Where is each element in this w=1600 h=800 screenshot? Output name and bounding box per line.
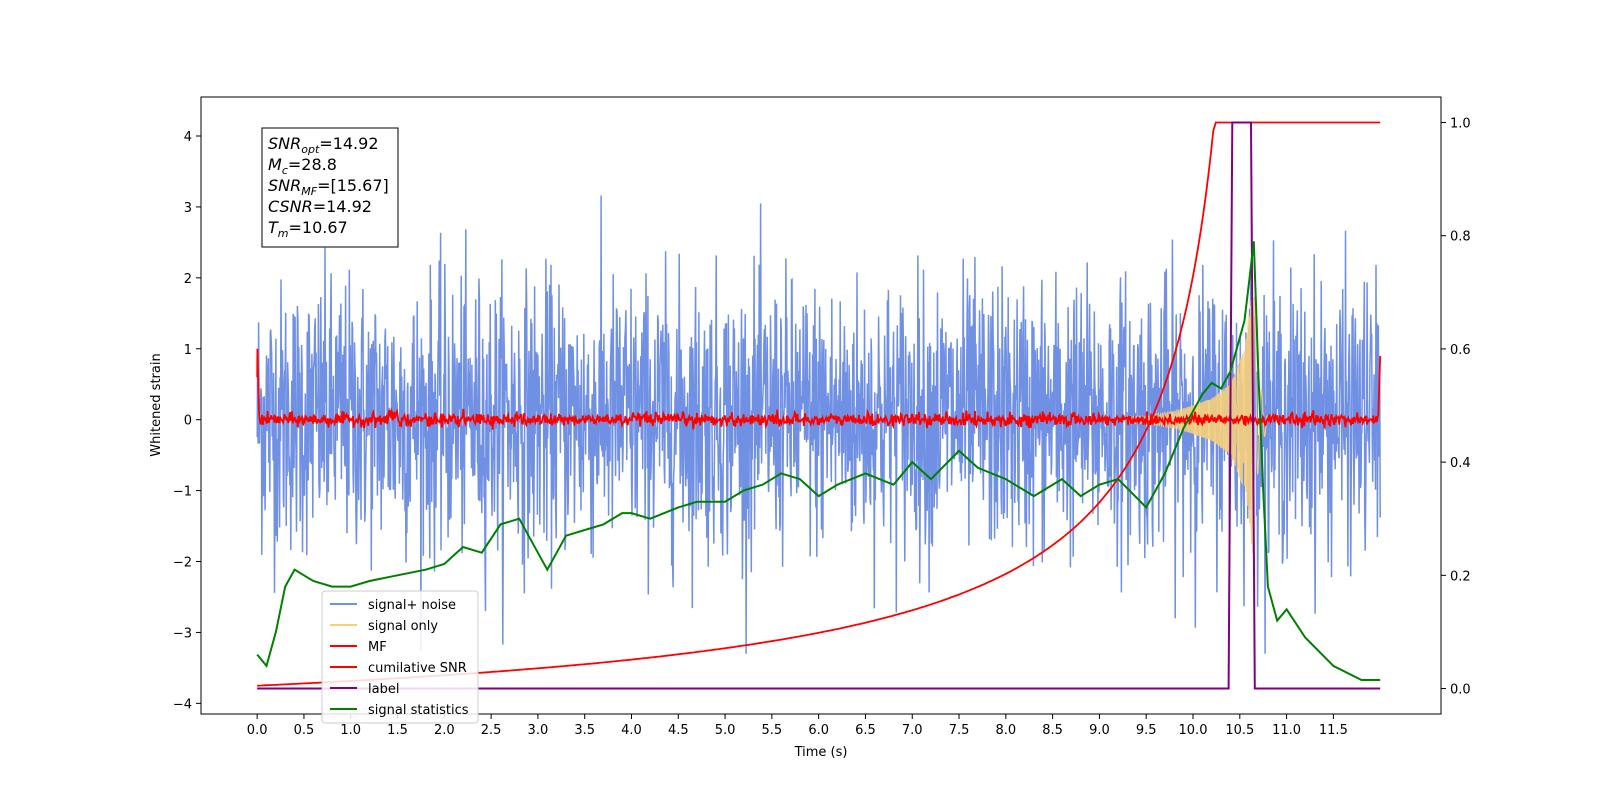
x-tick-label: 5.0 — [715, 723, 736, 738]
x-tick-label: 9.0 — [1089, 723, 1110, 738]
x-tick-label: 0.5 — [294, 723, 315, 738]
y-left-tick-label: 4 — [184, 130, 192, 145]
info-line: SNRopt=14.92 — [268, 134, 379, 156]
x-tick-label: 2.5 — [481, 723, 502, 738]
info-variable: SNR — [268, 134, 301, 153]
series-signal-statistics-line — [256, 241, 1381, 681]
y-left-tick-label: 3 — [184, 201, 192, 216]
x-tick-label: 1.5 — [387, 723, 408, 738]
y-left-tick-label: −2 — [173, 556, 192, 571]
y-axis-left-ticks: −4 −3 −2 −1 0 1 2 3 4 — [173, 130, 201, 712]
info-value: =14.92 — [313, 197, 372, 216]
y-right-tick-label: 0.2 — [1450, 569, 1471, 584]
y-axis-right-ticks: 0.0 0.2 0.4 0.6 0.8 1.0 — [1441, 116, 1471, 698]
y-right-tick-label: 0.8 — [1450, 230, 1471, 245]
legend-frame — [321, 590, 479, 724]
legend-label: label — [368, 682, 399, 697]
info-subscript: c — [282, 164, 288, 177]
info-variable: SNR — [268, 176, 301, 195]
info-subscript: m — [278, 227, 289, 240]
y-left-tick-label: 2 — [184, 272, 192, 287]
y-right-tick-label: 0.4 — [1450, 456, 1471, 471]
y-left-tick-label: −3 — [173, 626, 192, 641]
y-left-tick-label: 0 — [184, 414, 192, 429]
info-value: =[15.67] — [317, 176, 389, 195]
y-right-tick-label: 0.0 — [1450, 683, 1471, 698]
x-tick-label: 0.0 — [247, 723, 268, 738]
x-tick-label: 1.0 — [340, 723, 361, 738]
info-line: CSNR=14.92 — [268, 197, 372, 216]
legend-label: signal+ noise — [368, 598, 456, 613]
x-tick-label: 7.5 — [949, 723, 970, 738]
x-tick-label: 3.0 — [528, 723, 549, 738]
x-tick-label: 4.5 — [668, 723, 689, 738]
y-left-tick-label: 1 — [184, 343, 192, 358]
legend-label: signal statistics — [368, 703, 469, 718]
x-tick-label: 6.5 — [855, 723, 876, 738]
info-value: =28.8 — [288, 155, 337, 174]
info-line: Mc=28.8 — [268, 155, 337, 177]
legend-label: MF — [368, 640, 387, 655]
legend: signal+ noise signal only MF cumilative SNR… — [321, 590, 479, 724]
y-left-tick-label: −1 — [173, 485, 192, 500]
info-value: =14.92 — [319, 134, 378, 153]
x-tick-label: 5.5 — [762, 723, 783, 738]
legend-entries: signal+ noise signal only MF cumilative SNR… — [330, 598, 469, 718]
series-label-line — [257, 121, 1381, 690]
x-tick-label: 8.0 — [995, 723, 1016, 738]
info-box-frame — [261, 127, 399, 248]
x-tick-label: 10.5 — [1225, 723, 1254, 738]
info-variable: T — [268, 218, 279, 237]
info-box-lines: SNRopt=14.92Mc=28.8SNRMF=[15.67]CSNR=14.… — [268, 134, 389, 240]
info-subscript: opt — [301, 143, 320, 156]
x-tick-label: 4.0 — [621, 723, 642, 738]
y-left-tick-label: −4 — [173, 697, 192, 712]
legend-label: signal only — [368, 619, 438, 634]
legend-label: cumilative SNR — [368, 661, 467, 676]
x-tick-label: 2.0 — [434, 723, 455, 738]
info-subscript: MF — [301, 185, 317, 198]
info-line: Tm=10.67 — [268, 218, 348, 240]
x-tick-label: 11.5 — [1319, 723, 1348, 738]
x-axis-ticks: 0.0 0.5 1.0 1.5 2.0 2.5 3.0 3.5 4.0 4.5 5.0 5.5 6.0 6… — [247, 714, 1348, 738]
series-mf-line — [256, 348, 1382, 430]
x-tick-label: 7.0 — [902, 723, 923, 738]
info-variable: M — [268, 155, 282, 174]
y-axis-label: Whitened strain — [149, 353, 164, 456]
info-variable: CSNR — [268, 197, 313, 216]
x-tick-label: 10.0 — [1179, 723, 1208, 738]
x-tick-label: 9.5 — [1136, 723, 1157, 738]
info-box: SNRopt=14.92Mc=28.8SNRMF=[15.67]CSNR=14.… — [261, 127, 399, 248]
x-tick-label: 6.0 — [808, 723, 829, 738]
x-axis-label: Time (s) — [794, 745, 848, 760]
y-right-tick-label: 1.0 — [1450, 116, 1471, 131]
x-tick-label: 3.5 — [574, 723, 595, 738]
info-line: SNRMF=[15.67] — [268, 176, 389, 198]
y-right-tick-label: 0.6 — [1450, 343, 1471, 358]
x-tick-label: 8.5 — [1042, 723, 1063, 738]
plot-frame — [200, 96, 1442, 715]
info-value: =10.67 — [289, 218, 348, 237]
x-tick-label: 11.0 — [1272, 723, 1301, 738]
